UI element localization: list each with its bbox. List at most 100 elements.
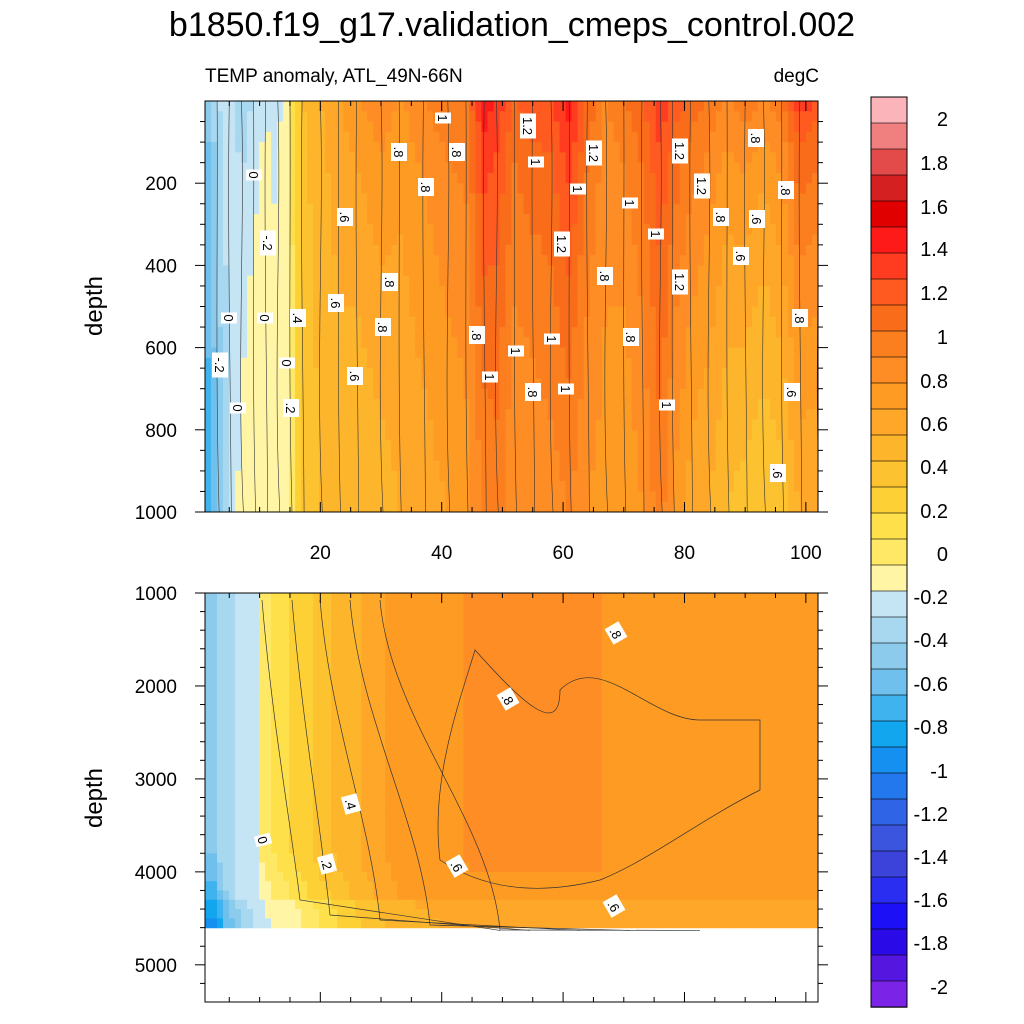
top-field-cell <box>229 419 236 431</box>
top-field-cell <box>733 450 741 462</box>
top-field-cell <box>685 193 693 205</box>
top-field-cell <box>295 121 302 133</box>
top-field-cell <box>427 409 434 421</box>
bottom-field-cell <box>235 769 242 780</box>
top-field-cell <box>763 296 771 308</box>
bottom-field-cell <box>235 843 242 854</box>
top-field-cell <box>499 327 507 338</box>
top-field-cell <box>727 162 735 174</box>
bottom-field-cell <box>217 825 224 836</box>
top-field-cell <box>445 316 452 328</box>
top-field-cell <box>547 398 555 410</box>
top-field-cell <box>775 142 783 153</box>
top-field-cell <box>289 285 296 297</box>
top-field-cell <box>529 470 537 482</box>
top-field-cell <box>685 316 693 328</box>
top-field-cell <box>493 440 501 451</box>
top-field-cell <box>535 255 543 267</box>
bottom-field-cell <box>283 685 290 696</box>
top-field-cell <box>373 501 380 512</box>
top-field-cell <box>367 275 374 287</box>
bottom-field-cell <box>211 620 218 631</box>
top-field-cell <box>709 440 717 451</box>
top-field-cell <box>541 275 549 287</box>
top-field-cell <box>253 285 260 297</box>
top-field-cell <box>529 244 537 256</box>
top-field-cell <box>295 378 302 390</box>
top-field-cell <box>391 409 398 421</box>
top-field-cell <box>403 398 410 410</box>
top-field-cell <box>643 214 651 225</box>
top-field-cell <box>229 337 236 349</box>
top-field-cell <box>787 214 795 225</box>
top-field-cell <box>271 265 278 277</box>
top-field-cell <box>721 162 729 174</box>
top-field-cell <box>553 460 561 472</box>
top-field-cell <box>451 203 459 215</box>
top-field-cell <box>373 347 380 359</box>
top-field-cell <box>331 244 338 256</box>
bottom-field-cell <box>229 741 236 752</box>
top-field-cell <box>715 121 723 133</box>
top-field-cell <box>631 172 639 184</box>
top-field-cell <box>595 388 603 400</box>
top-field-cell <box>343 285 350 297</box>
top-field-cell <box>541 419 549 431</box>
top-field-cell <box>307 429 314 441</box>
top-field-cell <box>337 419 344 431</box>
top-field-cell <box>631 265 639 277</box>
top-field-cell <box>517 470 525 482</box>
bottom-field-cell <box>247 685 254 696</box>
top-field-cell <box>715 275 723 287</box>
top-field-cell <box>439 316 446 328</box>
bottom-field-cell <box>253 639 260 650</box>
top-field-cell <box>241 409 248 421</box>
top-field-cell <box>325 398 332 410</box>
top-field-cell <box>691 255 699 267</box>
top-field-cell <box>469 388 477 400</box>
bottom-field-cell <box>289 890 296 901</box>
top-field-cell <box>607 244 615 256</box>
top-field-cell <box>655 327 663 338</box>
top-field-cell <box>619 378 627 390</box>
top-field-cell <box>301 440 308 451</box>
top-field-cell <box>487 429 495 441</box>
top-field-cell <box>691 491 699 503</box>
bottom-field-cell <box>313 732 320 743</box>
top-field-cell <box>373 429 380 441</box>
top-field-cell <box>727 131 735 143</box>
top-field-cell <box>535 285 543 297</box>
top-field-cell <box>643 460 651 472</box>
top-field-cell <box>499 470 507 482</box>
top-field-cell <box>667 440 675 451</box>
bottom-field-cell <box>271 909 278 919</box>
top-field-cell <box>775 265 783 277</box>
top-field-cell <box>757 450 765 462</box>
top-field-cell <box>559 409 567 421</box>
top-field-cell <box>211 255 218 267</box>
top-field-cell <box>559 429 567 441</box>
top-field-cell <box>259 368 266 380</box>
top-field-cell <box>763 357 771 369</box>
top-field-cell <box>229 193 236 205</box>
top-field-cell <box>763 265 771 277</box>
top-field-cell <box>463 101 471 112</box>
bottom-field-cell <box>271 685 278 696</box>
top-field-cell <box>301 152 308 164</box>
top-field-cell <box>289 131 296 143</box>
top-field-cell <box>439 234 446 246</box>
bottom-field-cell <box>241 881 248 892</box>
top-field-cell <box>277 398 284 410</box>
contour-label: .6 <box>347 367 363 385</box>
top-field-cell <box>757 316 765 328</box>
top-field-cell <box>343 368 350 380</box>
top-field-cell <box>361 409 368 421</box>
bottom-field-cell <box>259 909 266 919</box>
top-field-cell <box>295 388 302 400</box>
top-field-cell <box>211 162 218 174</box>
top-field-cell <box>433 470 440 482</box>
top-field-cell <box>241 244 248 256</box>
top-field-cell <box>343 327 350 338</box>
top-field-cell <box>487 357 495 369</box>
top-field-cell <box>295 214 302 225</box>
